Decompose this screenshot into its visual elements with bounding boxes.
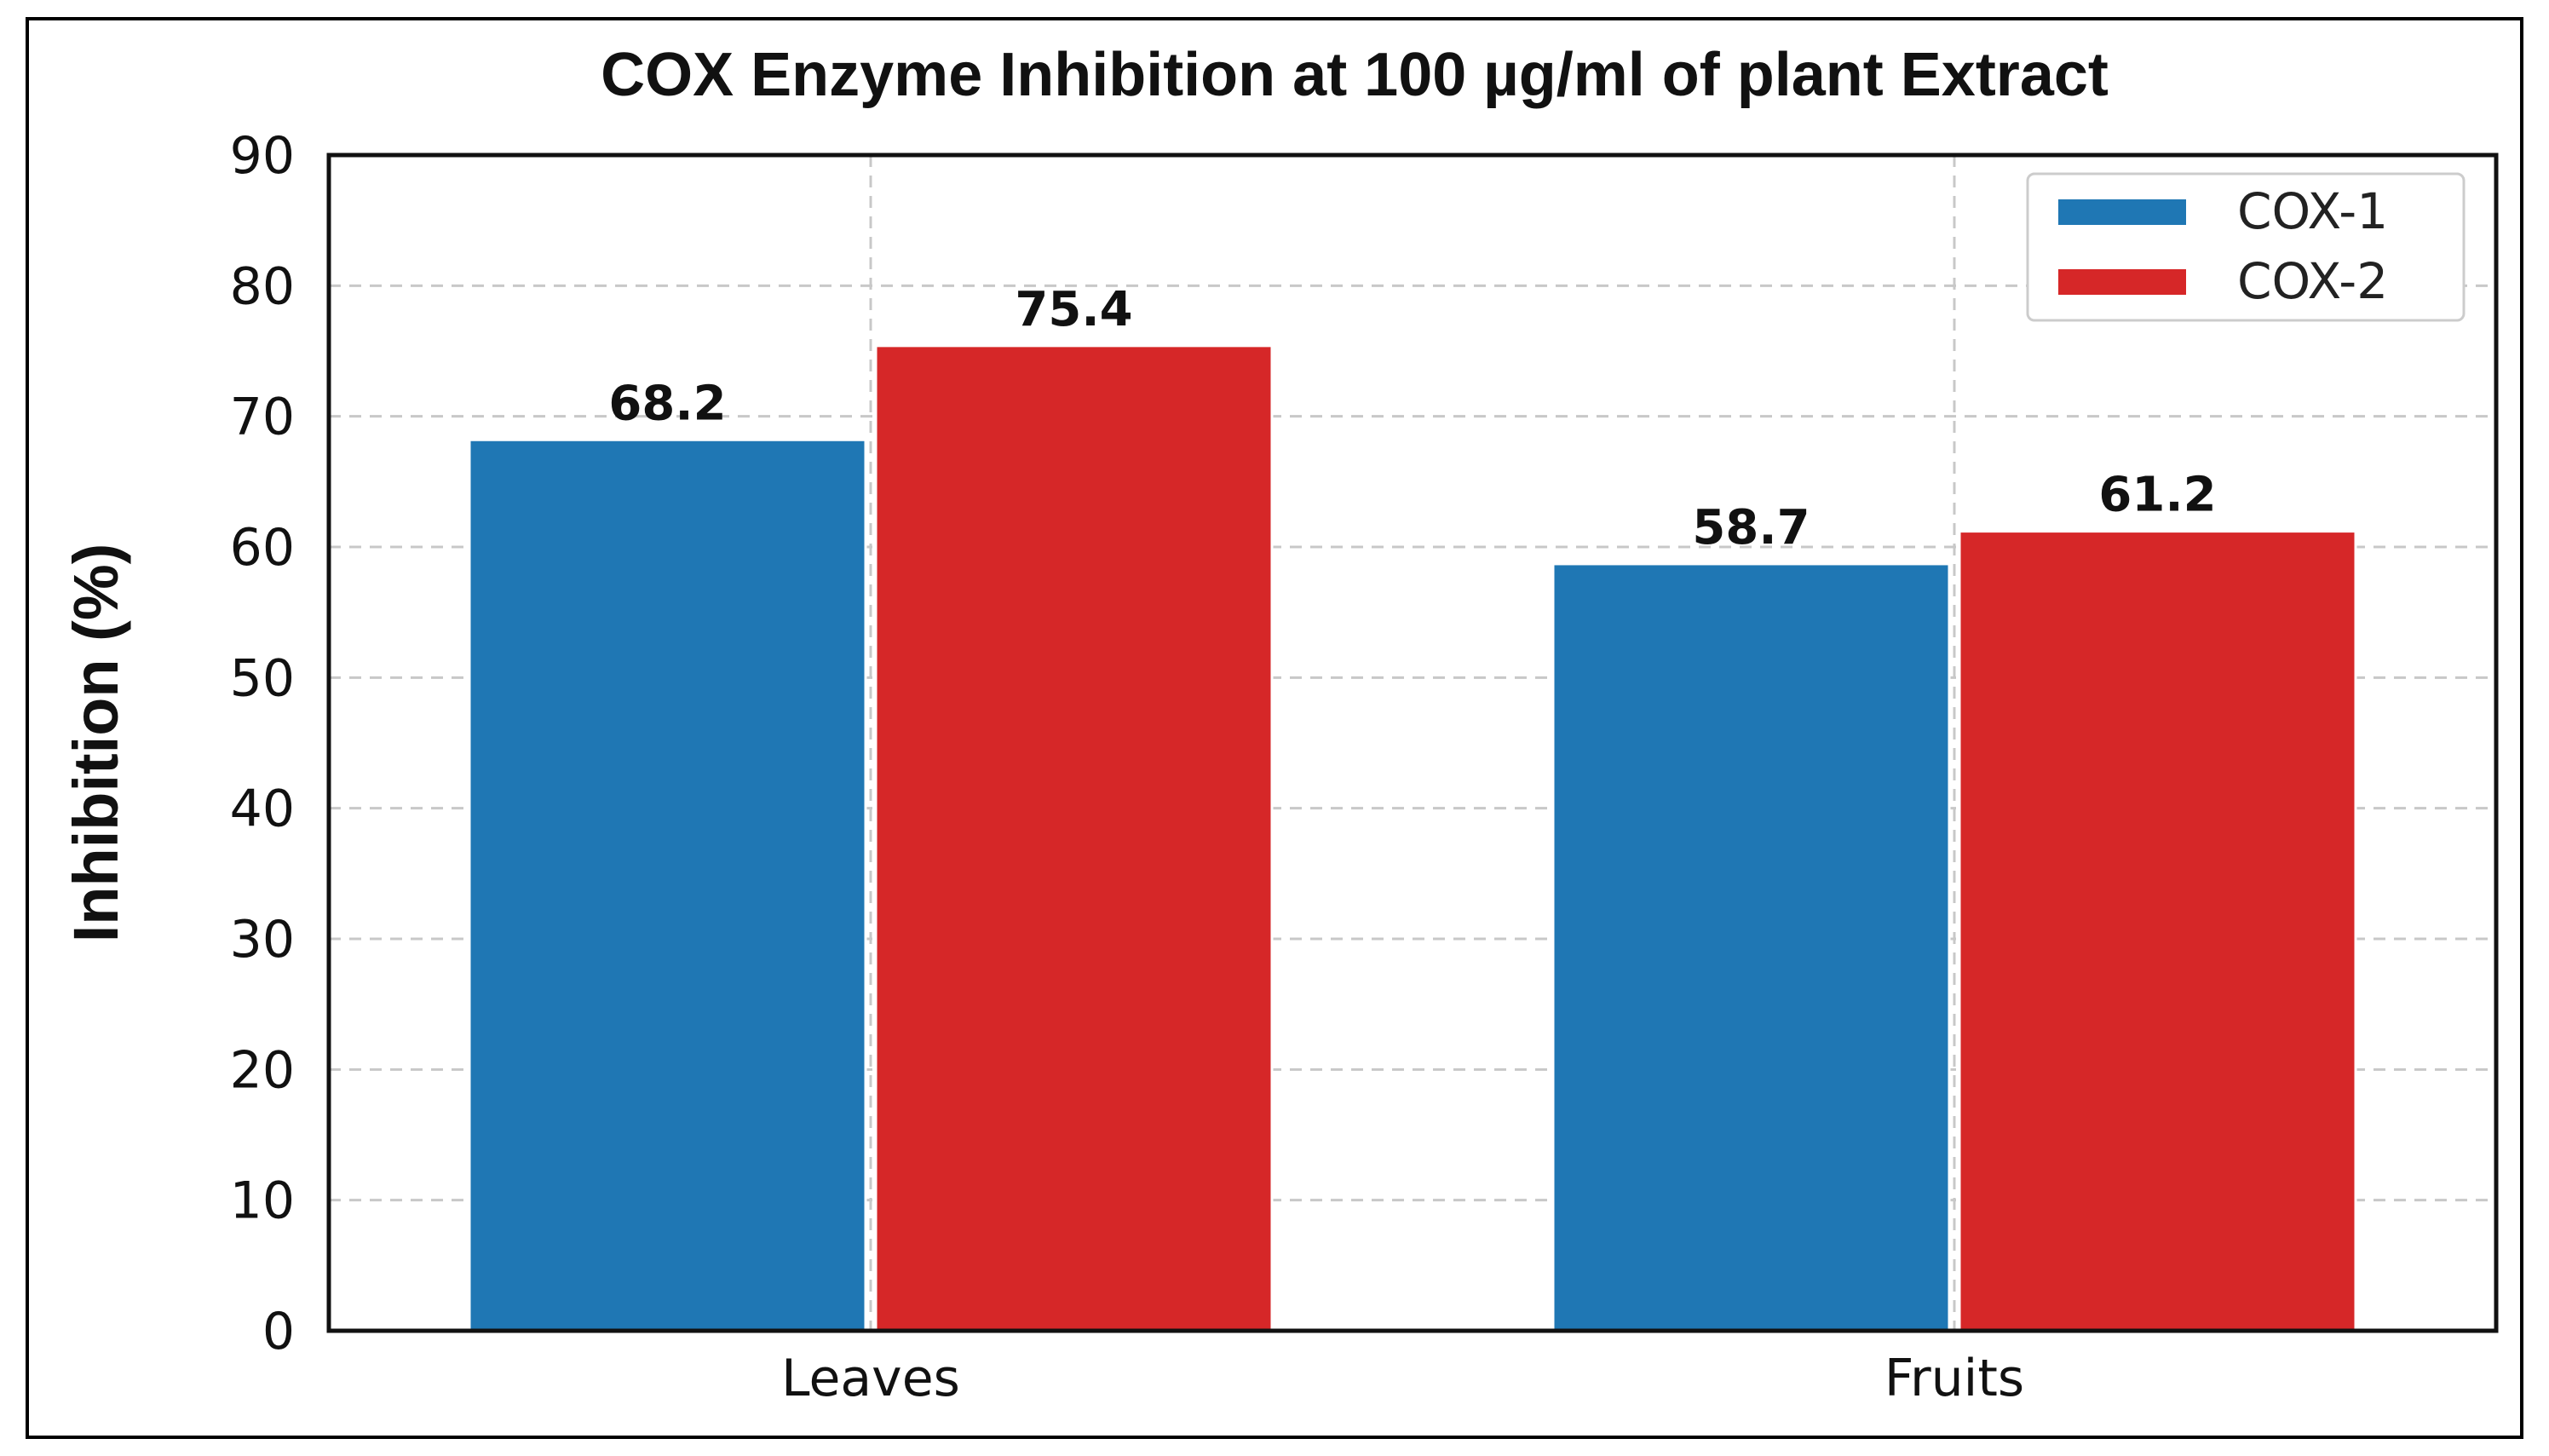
plot-area-border — [326, 153, 2499, 1333]
legend: COX-1 COX-2 — [2026, 172, 2466, 322]
data-label: 75.4 — [1015, 282, 1132, 337]
y-tick-label: 30 — [230, 910, 295, 970]
x-axis-ticks: Leaves Fruits — [781, 1349, 2024, 1408]
legend-label: COX-2 — [2237, 252, 2388, 310]
y-tick-label: 40 — [230, 780, 295, 839]
legend-label: COX-1 — [2237, 182, 2388, 240]
y-tick-label: 90 — [230, 126, 295, 186]
y-axis-label: Inhibition (%) — [60, 544, 131, 943]
bar-cox-1-fruits — [1551, 562, 1951, 1332]
chart-title: COX Enzyme Inhibition at 100 µg/ml of pl… — [601, 41, 2109, 109]
legend-swatch — [2058, 269, 2186, 295]
y-tick-label: 20 — [230, 1040, 295, 1100]
bars — [468, 344, 2357, 1332]
y-tick-label: 60 — [230, 518, 295, 578]
y-axis-ticks: 0 10 20 30 40 50 60 70 80 90 — [230, 126, 295, 1361]
y-tick-label: 0 — [262, 1302, 295, 1361]
data-labels: 68.2 75.4 58.7 61.2 — [608, 282, 2216, 555]
y-tick-label: 50 — [230, 648, 295, 708]
x-tick-label: Fruits — [1884, 1349, 2024, 1408]
data-label: 61.2 — [2098, 468, 2216, 523]
data-label: 58.7 — [1692, 500, 1810, 555]
x-tick-label: Leaves — [781, 1349, 960, 1408]
bar-cox-2-leaves — [874, 344, 1274, 1332]
y-tick-label: 80 — [230, 256, 295, 316]
y-tick-label: 70 — [230, 388, 295, 447]
legend-swatch — [2058, 199, 2186, 225]
bar-cox-2-fruits — [1958, 530, 2357, 1332]
bar-cox-1-leaves — [468, 438, 867, 1332]
data-label: 68.2 — [608, 376, 726, 431]
y-tick-label: 10 — [230, 1171, 295, 1231]
